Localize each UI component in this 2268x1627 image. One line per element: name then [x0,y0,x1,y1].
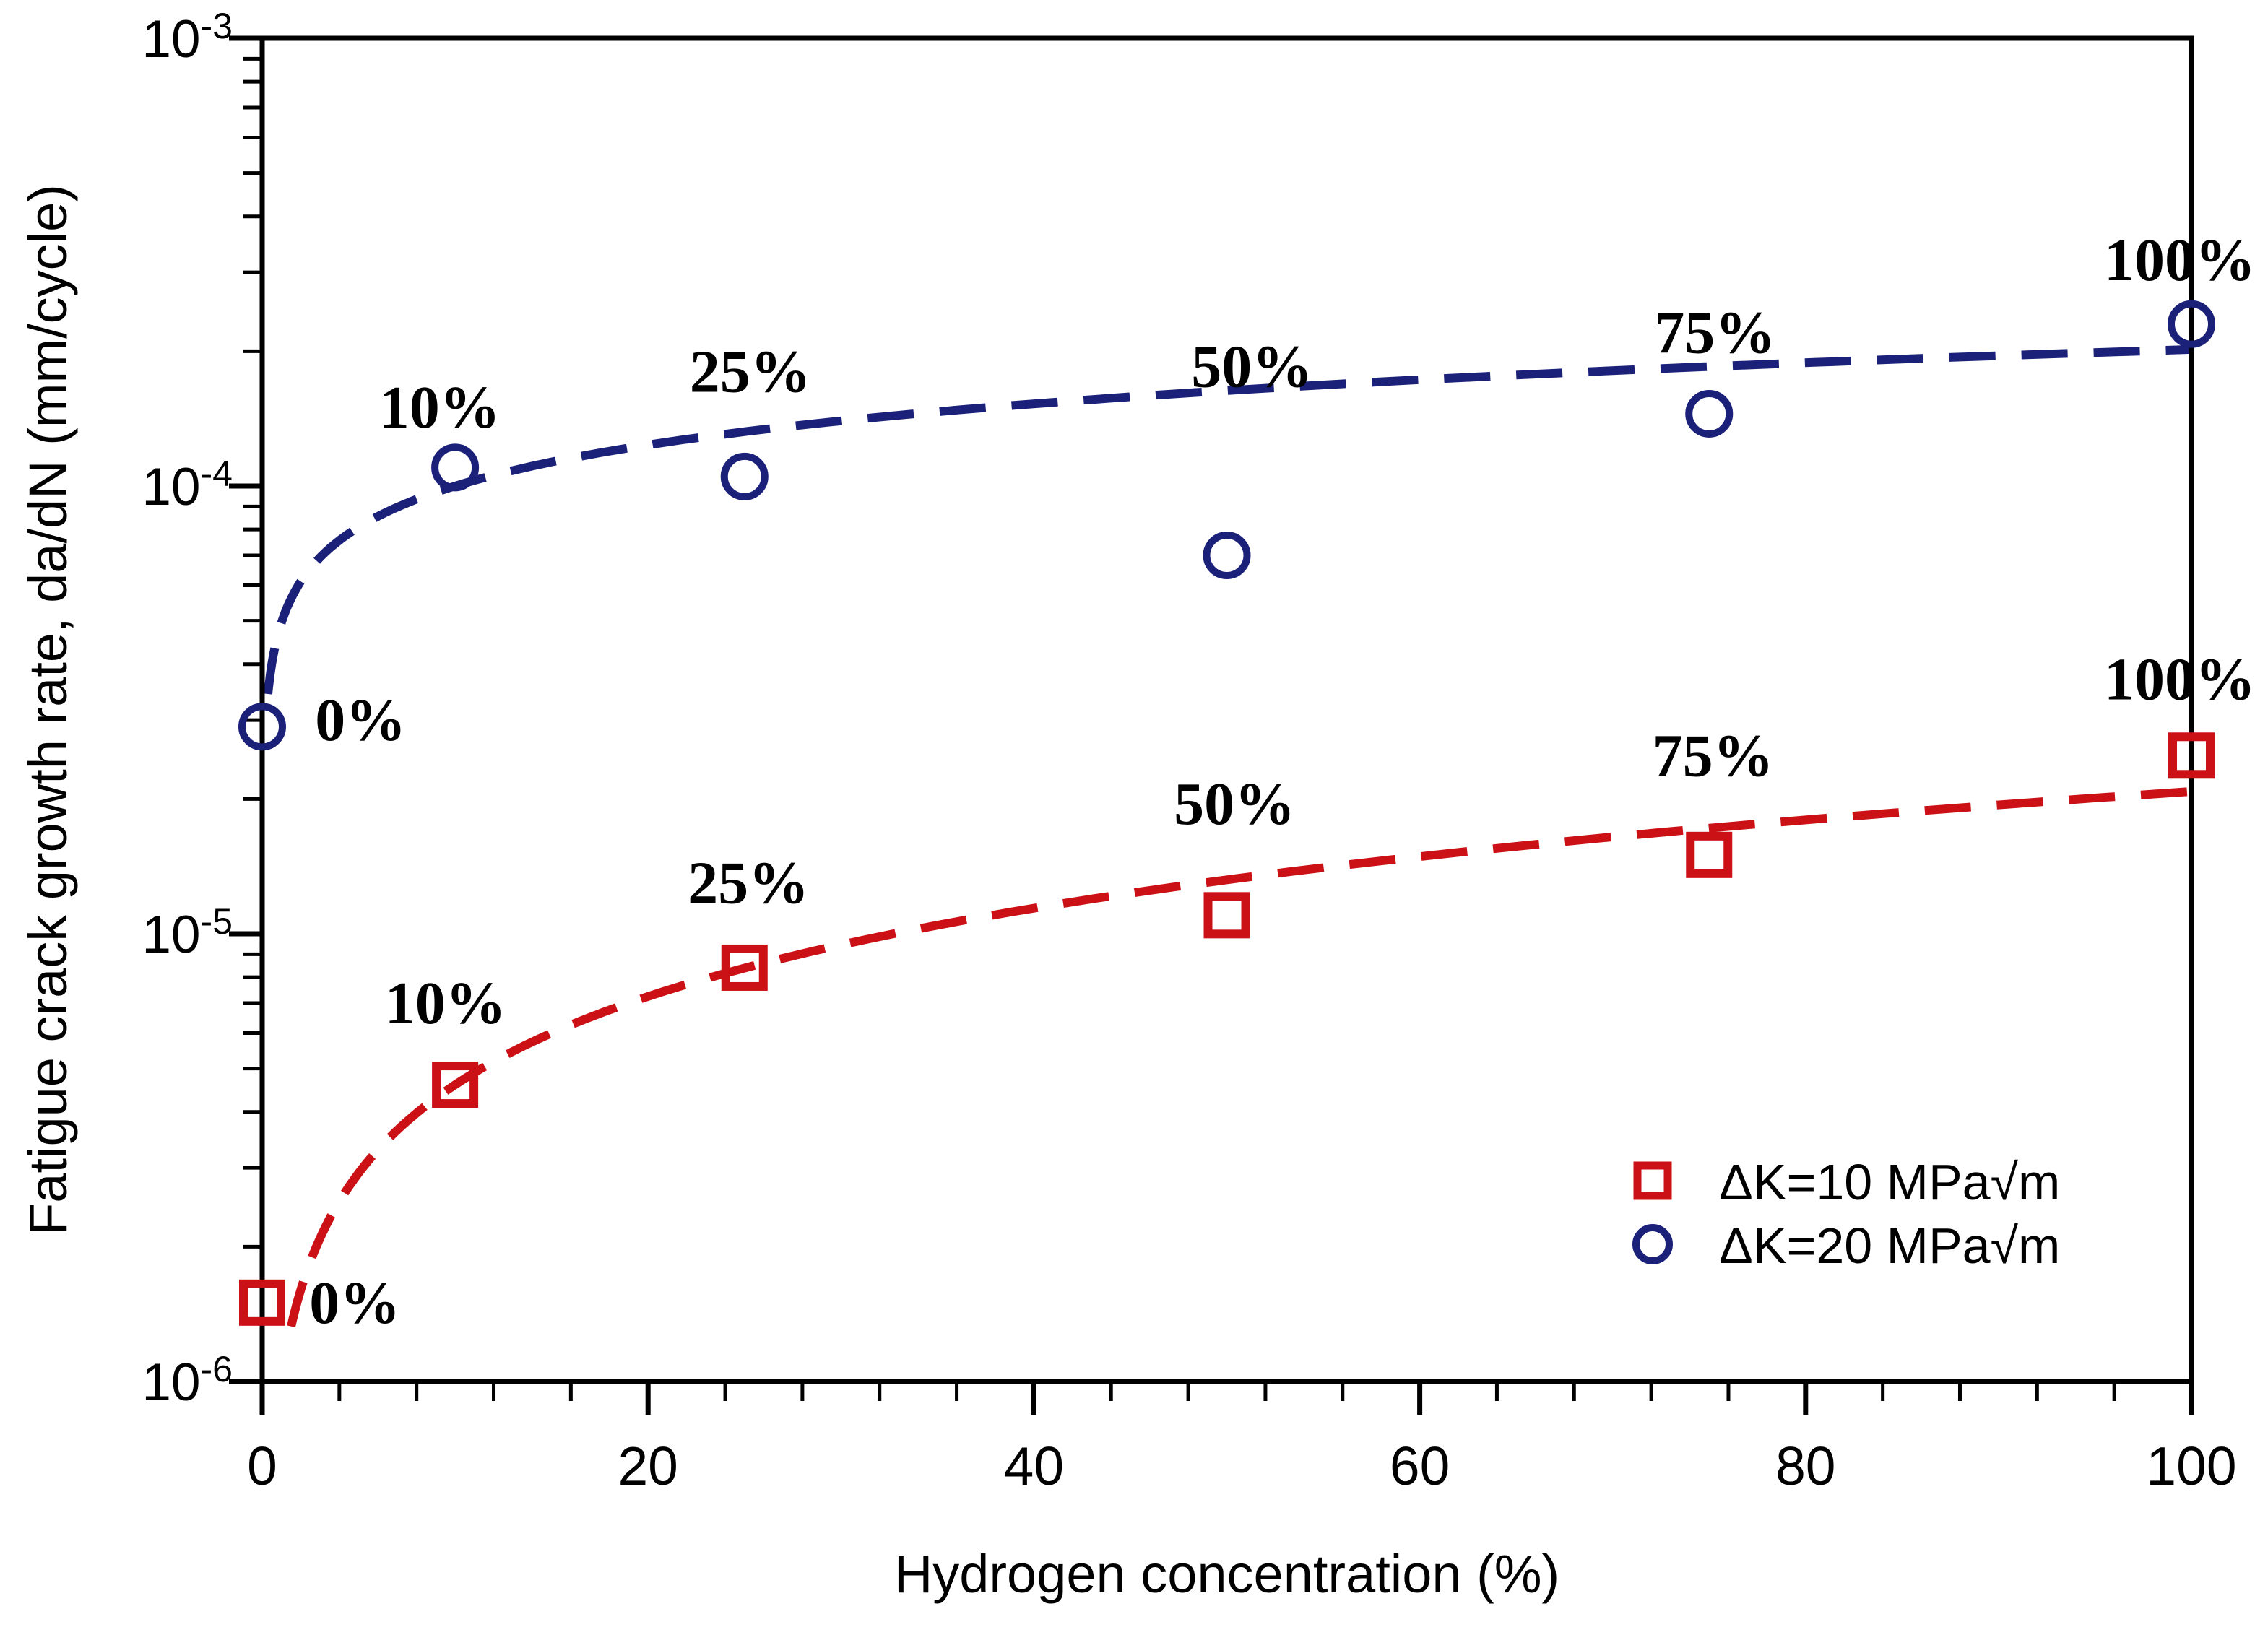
x-tick-label: 40 [1004,1436,1064,1496]
point-label-dk20-25pct: 25% [690,339,811,406]
y-axis: 10-3 10-4 10-5 10-6 [142,6,262,1412]
point-label-dk10-25pct: 25% [688,849,809,916]
point-label-dk20-0pct: 0% [315,687,406,754]
point-label-dk20-10pct: 10% [379,374,501,441]
x-tick-label: 60 [1390,1436,1450,1496]
data-point-circle-100pct [2168,300,2215,348]
data-point-circle-50pct [1203,532,1251,580]
trend-line-dk20 [264,344,2192,695]
data-point-square-25pct [721,944,768,991]
x-tick-label: 80 [1775,1436,1835,1496]
point-label-dk20-100pct: 100% [2104,227,2256,294]
point-label-dk10-50pct: 50% [1174,771,1295,838]
trend-line-dk10 [287,787,2192,1328]
legend-label: ΔK=10 MPa√m [1719,1154,2060,1210]
legend-item-dk20: ΔK=20 MPa√m [1632,1218,2060,1274]
data-point-circle-0pct [238,703,286,751]
point-label-dk10-100pct: 100% [2104,646,2256,713]
x-axis: 0 20 40 60 80 100 [247,1381,2237,1496]
y-tick-label: 10-5 [142,901,233,964]
data-point-square-50pct [1203,892,1250,939]
point-label-dk20-75pct: 75% [1654,300,1775,367]
x-axis-title: Hydrogen concentration (%) [894,1544,1559,1604]
trend-lines [264,344,2192,1328]
point-label-dk10-75pct: 75% [1653,722,1774,789]
legend-square-marker [1633,1161,1672,1200]
data-point-square-100pct [2168,732,2215,779]
legend: ΔK=10 MPa√m ΔK=20 MPa√m [1632,1154,2060,1274]
x-tick-label: 0 [247,1436,277,1496]
y-axis-title: Fatigue crack growth rate, da/dN (mm/cyc… [18,184,78,1236]
point-label-dk10-0pct: 0% [309,1270,400,1337]
data-point-square-75pct [1686,831,1733,878]
data-point-circle-25pct [720,452,769,500]
data-point-square-10pct [432,1062,479,1108]
y-tick-label: 10-4 [142,454,233,516]
legend-item-dk10: ΔK=10 MPa√m [1633,1154,2060,1210]
point-label-dk20-50pct: 50% [1191,333,1312,400]
legend-circle-marker [1632,1224,1673,1264]
data-point-square-0pct [239,1279,285,1326]
x-tick-label: 20 [618,1436,678,1496]
legend-label: ΔK=20 MPa√m [1719,1218,2060,1274]
series-dk20: 0% 10% 25% 50% 75% 100% [238,227,2256,754]
y-tick-label: 10-3 [142,6,233,69]
x-tick-label: 100 [2146,1436,2236,1496]
data-point-circle-75pct [1685,389,1734,438]
point-label-dk10-10pct: 10% [385,970,506,1037]
data-point-circle-10pct [431,443,480,492]
series-dk10: 0% 10% 25% 50% 75% 100% [239,646,2256,1337]
y-tick-label: 10-6 [142,1349,233,1412]
